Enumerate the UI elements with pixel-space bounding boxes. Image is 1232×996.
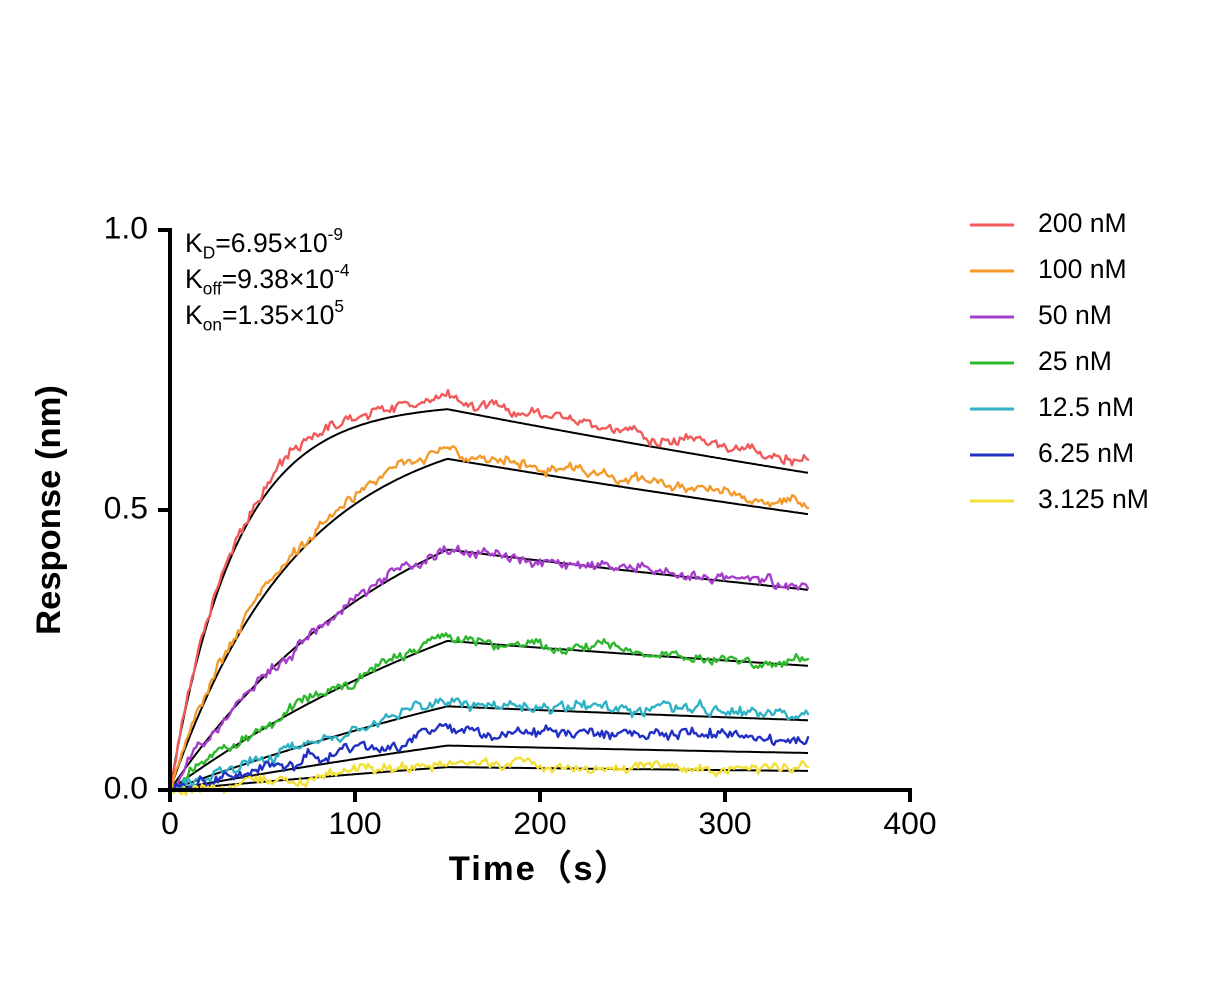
x-tick-label: 400: [883, 805, 936, 841]
chart-svg: 0.0 0.5 1.0 0 100 200 300 400 Time（s） Response (n…: [0, 0, 1232, 996]
x-tick-label: 0: [161, 805, 179, 841]
y-tick-label: 0.0: [104, 769, 148, 805]
x-tick-label: 300: [698, 805, 751, 841]
y-tick-label: 1.0: [104, 209, 148, 245]
legend-label: 25 nM: [1038, 346, 1112, 376]
legend-label: 100 nM: [1038, 254, 1127, 284]
legend-label: 50 nM: [1038, 300, 1112, 330]
y-tick-label: 0.5: [104, 489, 148, 525]
x-tick-label: 100: [328, 805, 381, 841]
legend-label: 12.5 nM: [1038, 392, 1134, 422]
y-axis-label: Response (nm): [30, 385, 68, 635]
legend-label: 3.125 nM: [1038, 484, 1149, 514]
x-axis-label: Time（s）: [449, 849, 631, 888]
legend-label: 6.25 nM: [1038, 438, 1134, 468]
bli-sensorgram-chart: 0.0 0.5 1.0 0 100 200 300 400 Time（s） Response (n…: [0, 0, 1232, 996]
legend-label: 200 nM: [1038, 208, 1127, 238]
x-tick-label: 200: [513, 805, 566, 841]
